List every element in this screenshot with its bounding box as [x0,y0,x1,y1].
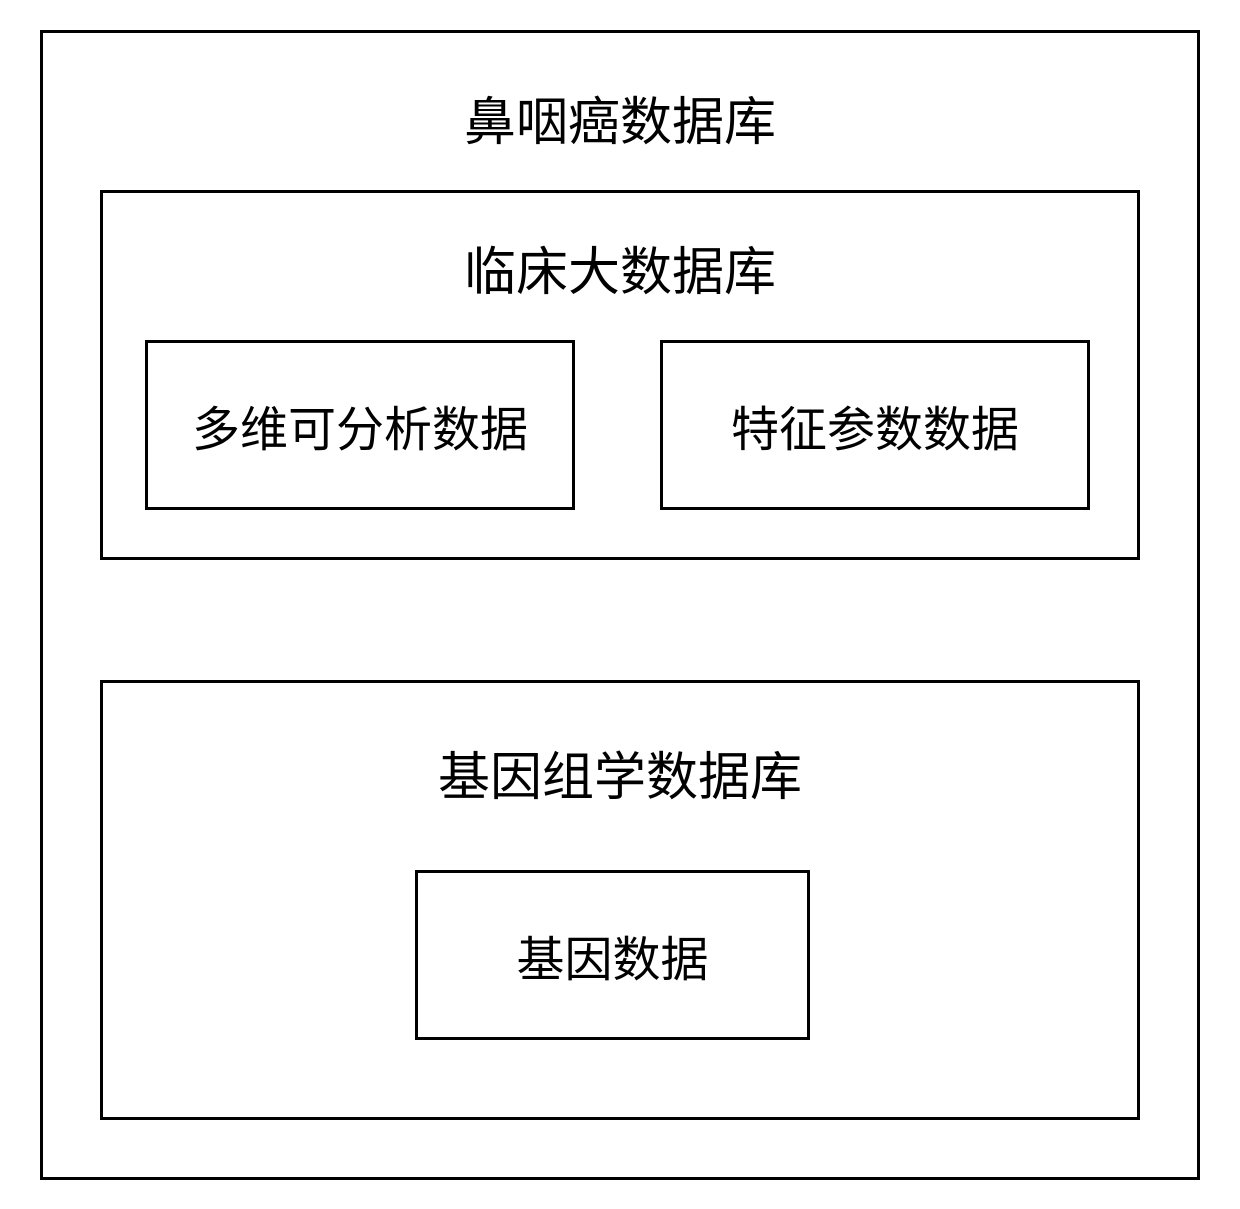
outer-title: 鼻咽癌数据库 [40,80,1200,155]
multidimensional-data-label: 多维可分析数据 [192,390,528,460]
multidimensional-data-box: 多维可分析数据 [145,340,575,510]
feature-parameter-box: 特征参数数据 [660,340,1090,510]
feature-parameter-label: 特征参数数据 [731,390,1019,460]
genomics-database-title: 基因组学数据库 [100,735,1140,810]
clinical-database-title: 临床大数据库 [100,230,1140,305]
gene-data-box: 基因数据 [415,870,810,1040]
gene-data-label: 基因数据 [516,920,708,990]
